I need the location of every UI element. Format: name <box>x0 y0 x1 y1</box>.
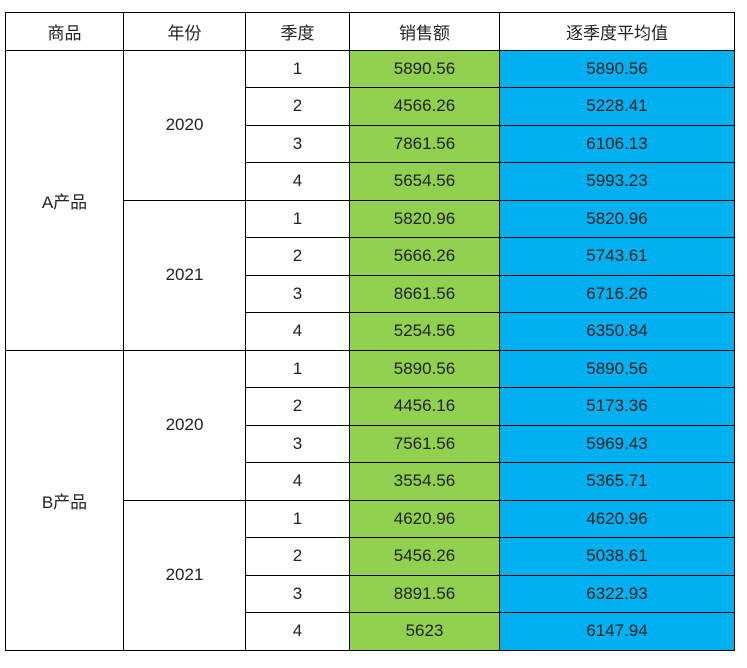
average-cell: 5038.61 <box>499 537 735 576</box>
average-cell: 5969.43 <box>499 424 735 463</box>
sales-cell: 5890.56 <box>349 349 500 388</box>
header-cell: 销售额 <box>349 12 500 51</box>
table-row: 2 4566.26 5228.41 <box>6 87 735 126</box>
average-cell: 5365.71 <box>499 462 735 501</box>
table-row: B产品 2020 1 5890.56 5890.56 <box>5 349 735 651</box>
sales-cell: 7561.56 <box>349 424 500 463</box>
table-row: 3 8891.56 6322.93 <box>6 574 735 613</box>
table-row: 2021 1 4620.96 4620.96 <box>6 499 735 651</box>
sales-cell: 5456.26 <box>349 537 500 576</box>
quarter-cell: 2 <box>245 387 350 426</box>
average-cell: 6716.26 <box>499 274 735 313</box>
average-cell: 5993.23 <box>499 162 735 201</box>
average-cell: 5228.41 <box>499 87 735 126</box>
header-cell: 年份 <box>123 12 246 51</box>
quarter-cell: 4 <box>245 162 350 201</box>
table-row: 4 5654.56 5993.23 <box>6 162 735 201</box>
sales-cell: 3554.56 <box>349 462 500 501</box>
sales-cell: 5666.26 <box>349 237 500 276</box>
header-cell: 逐季度平均值 <box>499 12 735 51</box>
table-row: 2 4456.16 5173.36 <box>6 387 735 426</box>
year-cell: 2020 <box>123 49 246 201</box>
header-cell: 商品 <box>5 12 124 51</box>
table-row: 4 5254.56 6350.84 <box>6 312 735 351</box>
quarter-cell: 2 <box>245 537 350 576</box>
year-cell: 2020 <box>123 349 246 501</box>
table-row: 2 5666.26 5743.61 <box>6 237 735 276</box>
sales-cell: 5623 <box>349 612 500 651</box>
quarter-cell: 3 <box>245 124 350 163</box>
product-cell: A产品 <box>5 49 124 351</box>
average-cell: 5820.96 <box>499 199 735 238</box>
quarter-cell: 2 <box>245 237 350 276</box>
sales-cell: 4566.26 <box>349 87 500 126</box>
table-row: 2 5456.26 5038.61 <box>6 537 735 576</box>
average-cell: 6322.93 <box>499 574 735 613</box>
sales-cell: 4456.16 <box>349 387 500 426</box>
sales-cell: 5890.56 <box>349 49 500 88</box>
table-row: 3 8661.56 6716.26 <box>6 274 735 313</box>
sales-cell: 7861.56 <box>349 124 500 163</box>
average-cell: 6106.13 <box>499 124 735 163</box>
average-cell: 5173.36 <box>499 387 735 426</box>
sales-table: 商品 年份 季度 销售额 逐季度平均值 A产品 2020 1 5890.56 5890.56 2 4… <box>5 12 735 651</box>
average-cell: 4620.96 <box>499 499 735 538</box>
header-cell: 季度 <box>245 12 350 51</box>
quarter-cell: 3 <box>245 274 350 313</box>
average-cell: 6350.84 <box>499 312 735 351</box>
quarter-cell: 4 <box>245 312 350 351</box>
sales-cell: 8661.56 <box>349 274 500 313</box>
table-row: 2021 1 5820.96 5820.96 <box>6 199 735 351</box>
quarter-cell: 1 <box>245 199 350 238</box>
sales-cell: 4620.96 <box>349 499 500 538</box>
sales-cell: 5254.56 <box>349 312 500 351</box>
sales-cell: 8891.56 <box>349 574 500 613</box>
average-cell: 5890.56 <box>499 349 735 388</box>
year-cell: 2021 <box>123 199 246 351</box>
sales-cell: 5654.56 <box>349 162 500 201</box>
table-row: A产品 2020 1 5890.56 5890.56 <box>5 49 735 351</box>
quarter-cell: 1 <box>245 499 350 538</box>
quarter-cell: 1 <box>245 349 350 388</box>
average-cell: 6147.94 <box>499 612 735 651</box>
average-cell: 5890.56 <box>499 49 735 88</box>
quarter-cell: 1 <box>245 49 350 88</box>
table-row: 4 3554.56 5365.71 <box>6 462 735 501</box>
header-row: 商品 年份 季度 销售额 逐季度平均值 <box>5 12 735 51</box>
quarter-cell: 3 <box>245 424 350 463</box>
sales-cell: 5820.96 <box>349 199 500 238</box>
table-row: 3 7861.56 6106.13 <box>6 124 735 163</box>
table-body: A产品 2020 1 5890.56 5890.56 2 4566.26 5228.41 3 78… <box>5 49 735 651</box>
quarter-cell: 4 <box>245 612 350 651</box>
average-cell: 5743.61 <box>499 237 735 276</box>
quarter-cell: 4 <box>245 462 350 501</box>
year-cell: 2021 <box>123 499 246 651</box>
table-row: 4 5623 6147.94 <box>6 612 735 651</box>
product-cell: B产品 <box>5 349 124 651</box>
quarter-cell: 2 <box>245 87 350 126</box>
quarter-cell: 3 <box>245 574 350 613</box>
